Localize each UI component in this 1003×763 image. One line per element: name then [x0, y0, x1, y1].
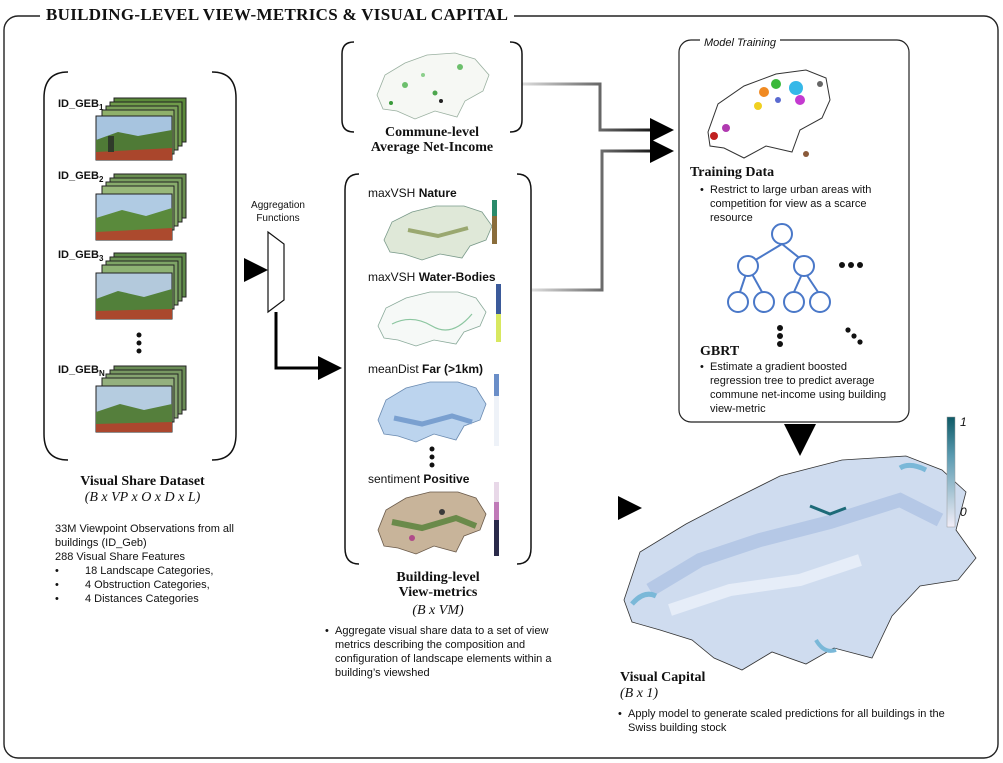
- colorbar-min-label: 0: [960, 505, 967, 519]
- image-stack-n: [95, 365, 187, 433]
- metric-name: Water-Bodies: [418, 270, 496, 284]
- water-bodies-map: [377, 284, 501, 347]
- metric-name: Far (>1km): [422, 362, 484, 376]
- gbrt-description: Estimate a gradient boosted regression t…: [700, 360, 892, 416]
- colorbar-max-label: 1: [960, 415, 967, 429]
- visual-capital-colorbar: [946, 416, 956, 528]
- model-training-title: Model Training: [700, 37, 780, 49]
- building-id-subscript: 3: [98, 254, 104, 264]
- category-landscape: 18 Landscape Categories,: [55, 564, 255, 578]
- dataset-bracket: [43, 71, 237, 461]
- building-id-label: ID_GEB: [58, 364, 99, 376]
- commune-title-line-1: Commune-level: [384, 125, 480, 140]
- building-id-n: ID_GEBN: [58, 364, 105, 378]
- training-urban-map: [707, 69, 831, 159]
- metric-prefix: maxVSH: [368, 186, 416, 200]
- aggregation-line-2: Functions: [256, 213, 300, 224]
- training-data-bullet: Restrict to large urban areas with compe…: [700, 183, 892, 225]
- gbrt-title: GBRT: [700, 344, 740, 359]
- metric-prefix: sentiment: [368, 472, 421, 486]
- building-id-subscript: 2: [98, 175, 104, 185]
- dataset-formula: (B x VP x O x D x L): [84, 490, 201, 505]
- commune-title-line-2: Average Net-Income: [370, 140, 494, 155]
- visual-capital-bullet: Apply model to generate scaled predictio…: [618, 707, 968, 735]
- metrics-ellipsis-icon: [429, 446, 435, 468]
- building-id-2: ID_GEB2: [58, 170, 103, 184]
- metric-prefix: meanDist: [368, 362, 419, 376]
- metric-prefix: maxVSH: [368, 270, 416, 284]
- gbrt-tree-diagram: [727, 223, 863, 347]
- view-metrics-description: Aggregate visual share data to a set of …: [325, 624, 560, 680]
- training-data-description: Restrict to large urban areas with compe…: [700, 183, 892, 225]
- training-data-title: Training Data: [690, 165, 775, 180]
- dataset-line-2: buildings (ID_Geb): [55, 537, 147, 549]
- dataset-title: Visual Share Dataset: [80, 474, 205, 489]
- building-id-subscript: 1: [98, 103, 104, 113]
- metric-name: Nature: [418, 186, 457, 200]
- metric-label-water: maxVSH Water-Bodies: [368, 270, 496, 284]
- building-id-subscript: N: [98, 369, 105, 379]
- view-metrics-title-line-2: View-metrics: [398, 585, 478, 600]
- building-id-1: ID_GEB1: [58, 98, 103, 112]
- metric-label-positive: sentiment Positive: [368, 472, 469, 486]
- ellipsis-icon: [136, 332, 142, 354]
- dataset-category-list: 18 Landscape Categories, 4 Obstruction C…: [55, 564, 255, 606]
- aggregation-line-1: Aggregation: [251, 200, 305, 211]
- visual-capital-formula: (B x 1): [620, 686, 659, 701]
- dataset-line-3: 288 Visual Share Features: [55, 551, 186, 563]
- metric-name: Positive: [423, 472, 470, 486]
- visual-capital-description: Apply model to generate scaled predictio…: [618, 707, 968, 735]
- page-title: BUILDING-LEVEL VIEW-METRICS & VISUAL CAP…: [40, 5, 515, 25]
- view-metrics-bullet: Aggregate visual share data to a set of …: [325, 624, 560, 680]
- category-distances: 4 Distances Categories: [55, 592, 255, 606]
- commune-title: Commune-level Average Net-Income: [340, 125, 524, 155]
- image-stack-1: [95, 97, 187, 161]
- metric-label-far: meanDist Far (>1km): [368, 362, 483, 376]
- building-id-label: ID_GEB: [58, 170, 99, 182]
- view-metrics-bracket: [344, 173, 532, 565]
- view-metrics-formula: (B x VM): [412, 603, 464, 618]
- building-id-3: ID_GEB3: [58, 249, 103, 263]
- dataset-description: 33M Viewpoint Observations from all buil…: [55, 522, 255, 606]
- aggregation-label: Aggregation Functions: [240, 199, 316, 225]
- mean-distance-map: [377, 374, 499, 446]
- building-id-label: ID_GEB: [58, 98, 99, 110]
- model-training-frame: [678, 39, 910, 423]
- dataset-line-1: 33M Viewpoint Observations from all: [55, 523, 234, 535]
- category-obstruction: 4 Obstruction Categories,: [55, 578, 255, 592]
- sentiment-map: [377, 482, 499, 556]
- visual-capital-title: Visual Capital: [620, 670, 706, 685]
- visual-capital-map: [623, 455, 977, 671]
- metric-label-nature: maxVSH Nature: [368, 186, 457, 200]
- commune-bracket: [341, 41, 523, 133]
- commune-income-map: [376, 52, 490, 120]
- building-id-label: ID_GEB: [58, 249, 99, 261]
- view-metrics-title: Building-level View-metrics: [343, 570, 533, 600]
- gbrt-bullet: Estimate a gradient boosted regression t…: [700, 360, 892, 416]
- nature-map: [383, 200, 497, 261]
- image-stack-3: [95, 252, 187, 320]
- view-metrics-title-line-1: Building-level: [396, 570, 480, 585]
- image-stack-2: [95, 173, 187, 241]
